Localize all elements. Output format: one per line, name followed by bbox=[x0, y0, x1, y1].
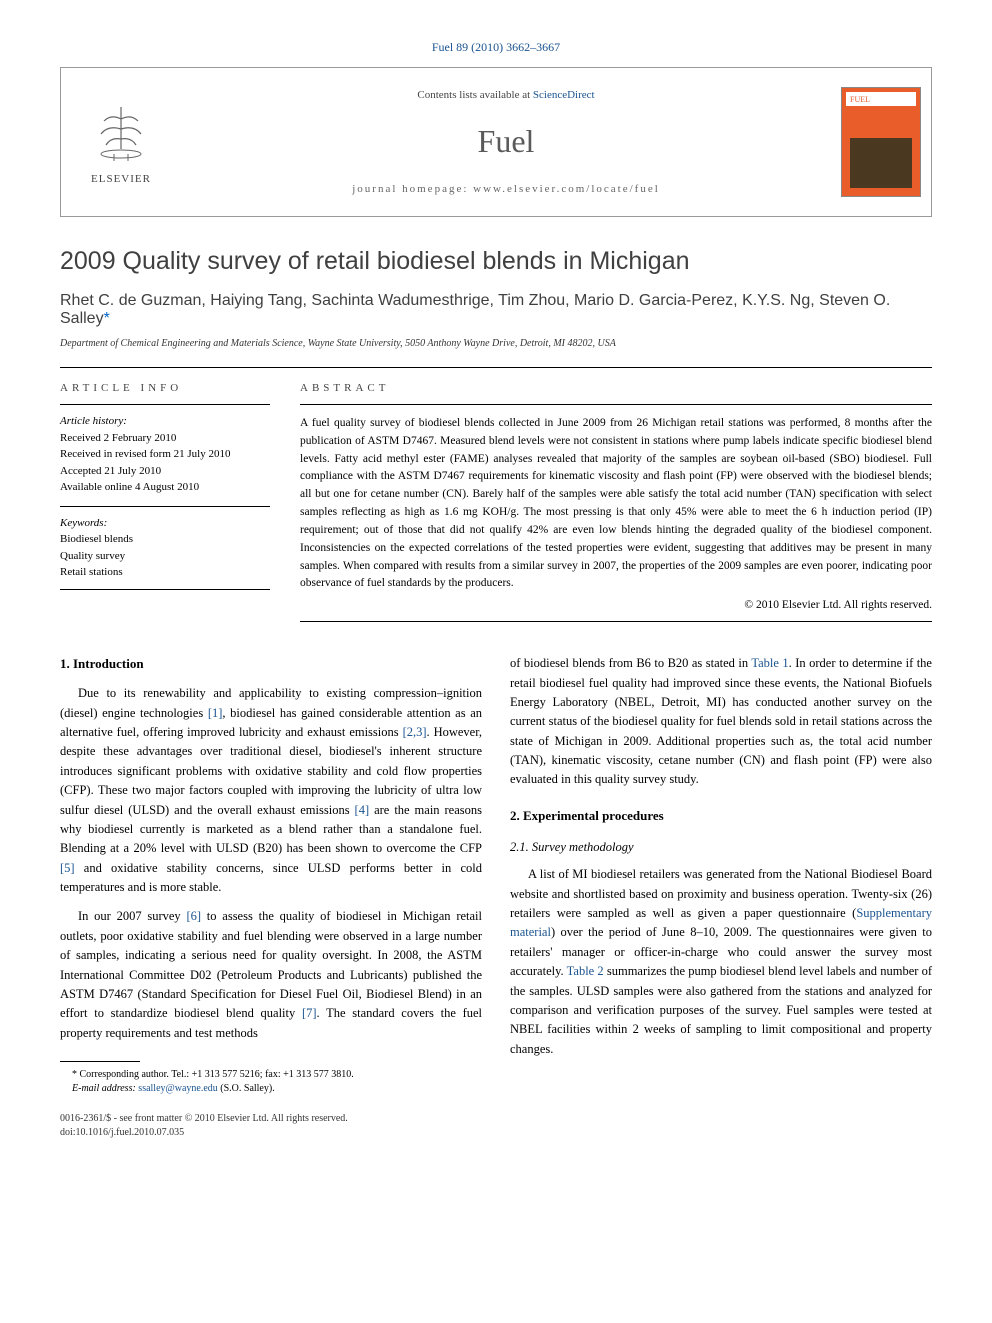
intro-paragraph-1: Due to its renewability and applicabilit… bbox=[60, 684, 482, 897]
journal-header-box: ELSEVIER Contents lists available at Sci… bbox=[60, 67, 932, 217]
corresponding-star: * bbox=[104, 310, 110, 327]
page-footer: 0016-2361/$ - see front matter © 2010 El… bbox=[60, 1112, 932, 1140]
table-link[interactable]: Table 1 bbox=[751, 656, 788, 670]
ref-link[interactable]: [2,3] bbox=[403, 725, 427, 739]
article-info-column: ARTICLE INFO Article history: Received 2… bbox=[60, 368, 270, 622]
email-label: E-mail address: bbox=[72, 1083, 136, 1094]
elsevier-tree-icon bbox=[86, 99, 156, 169]
authors-line: Rhet C. de Guzman, Haiying Tang, Sachint… bbox=[60, 292, 932, 328]
ref-link[interactable]: [6] bbox=[186, 909, 201, 923]
header-center: Contents lists available at ScienceDirec… bbox=[181, 68, 831, 216]
cover-thumbnail: FUEL bbox=[841, 87, 921, 197]
sciencedirect-link[interactable]: ScienceDirect bbox=[533, 89, 595, 101]
ref-link[interactable]: [1] bbox=[208, 706, 223, 720]
section-2-1-heading: 2.1. Survey methodology bbox=[510, 838, 932, 857]
history-revised: Received in revised form 21 July 2010 bbox=[60, 446, 270, 463]
body-column-right: of biodiesel blends from B6 to B20 as st… bbox=[510, 654, 932, 1096]
cover-thumb-label: FUEL bbox=[846, 92, 916, 106]
abstract-text: A fuel quality survey of biodiesel blend… bbox=[300, 404, 932, 593]
intro-paragraph-2-cont: of biodiesel blends from B6 to B20 as st… bbox=[510, 654, 932, 790]
section-2-heading: 2. Experimental procedures bbox=[510, 806, 932, 826]
affiliation: Department of Chemical Engineering and M… bbox=[60, 338, 932, 349]
email-footnote: E-mail address: ssalley@wayne.edu (S.O. … bbox=[60, 1082, 482, 1096]
cover-thumb-image bbox=[850, 138, 912, 188]
copyright-line: © 2010 Elsevier Ltd. All rights reserved… bbox=[300, 599, 932, 622]
article-info-label: ARTICLE INFO bbox=[60, 368, 270, 404]
body-column-left: 1. Introduction Due to its renewability … bbox=[60, 654, 482, 1096]
elsevier-label: ELSEVIER bbox=[91, 173, 151, 185]
keyword-item: Retail stations bbox=[60, 564, 270, 581]
authors-names: Rhet C. de Guzman, Haiying Tang, Sachint… bbox=[60, 292, 890, 327]
keyword-item: Biodiesel blends bbox=[60, 531, 270, 548]
table-link[interactable]: Table 2 bbox=[567, 964, 604, 978]
article-history-block: Article history: Received 2 February 201… bbox=[60, 404, 270, 496]
keyword-item: Quality survey bbox=[60, 548, 270, 565]
email-link[interactable]: ssalley@wayne.edu bbox=[138, 1083, 217, 1094]
section-1-heading: 1. Introduction bbox=[60, 654, 482, 674]
methodology-paragraph: A list of MI biodiesel retailers was gen… bbox=[510, 865, 932, 1059]
body-columns: 1. Introduction Due to its renewability … bbox=[60, 654, 932, 1096]
history-received: Received 2 February 2010 bbox=[60, 430, 270, 447]
history-online: Available online 4 August 2010 bbox=[60, 479, 270, 496]
abstract-column: ABSTRACT A fuel quality survey of biodie… bbox=[300, 368, 932, 622]
journal-reference: Fuel 89 (2010) 3662–3667 bbox=[60, 40, 932, 55]
journal-homepage: journal homepage: www.elsevier.com/locat… bbox=[352, 183, 660, 195]
history-label: Article history: bbox=[60, 413, 270, 430]
publisher-logo-cell: ELSEVIER bbox=[61, 68, 181, 216]
keywords-block: Keywords: Biodiesel blends Quality surve… bbox=[60, 506, 270, 590]
journal-title: Fuel bbox=[478, 123, 535, 160]
info-abstract-row: ARTICLE INFO Article history: Received 2… bbox=[60, 368, 932, 622]
page-root: Fuel 89 (2010) 3662–3667 ELSEVIER Conten… bbox=[0, 0, 992, 1180]
keywords-label: Keywords: bbox=[60, 515, 270, 532]
email-who: (S.O. Salley). bbox=[220, 1083, 274, 1094]
ref-link[interactable]: [7] bbox=[302, 1006, 317, 1020]
cover-thumbnail-cell: FUEL bbox=[831, 68, 931, 216]
footer-front-matter: 0016-2361/$ - see front matter © 2010 El… bbox=[60, 1112, 932, 1126]
history-accepted: Accepted 21 July 2010 bbox=[60, 463, 270, 480]
contents-line: Contents lists available at ScienceDirec… bbox=[417, 89, 594, 101]
article-title: 2009 Quality survey of retail biodiesel … bbox=[60, 247, 932, 276]
ref-link[interactable]: [5] bbox=[60, 861, 75, 875]
abstract-label: ABSTRACT bbox=[300, 368, 932, 404]
intro-paragraph-2: In our 2007 survey [6] to assess the qua… bbox=[60, 907, 482, 1043]
corresponding-footnote: * Corresponding author. Tel.: +1 313 577… bbox=[60, 1068, 482, 1082]
footer-doi: doi:10.1016/j.fuel.2010.07.035 bbox=[60, 1126, 932, 1140]
contents-prefix: Contents lists available at bbox=[417, 89, 532, 101]
footnote-separator bbox=[60, 1061, 140, 1062]
ref-link[interactable]: [4] bbox=[355, 803, 370, 817]
